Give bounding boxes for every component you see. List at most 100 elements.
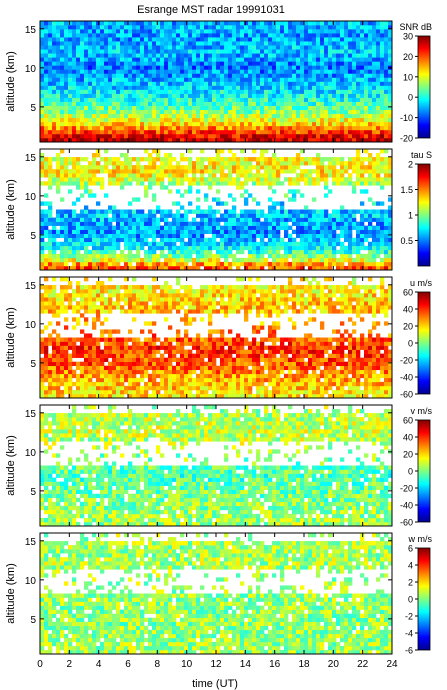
heatmap-cell [100, 209, 105, 214]
heatmap-cell [100, 101, 105, 106]
heatmap-cell [316, 65, 321, 70]
heatmap-cell [240, 89, 245, 94]
heatmap-cell [124, 237, 129, 243]
heatmap-cell [168, 61, 173, 66]
heatmap-cell [140, 53, 145, 58]
heatmap-cell [272, 41, 277, 46]
heatmap-cell [352, 117, 357, 123]
heatmap-cell [300, 49, 305, 54]
heatmap-cell [216, 249, 221, 255]
heatmap-cell [68, 81, 73, 86]
heatmap-cell [156, 117, 161, 123]
heatmap-cell [44, 173, 49, 178]
heatmap-cell [232, 257, 237, 263]
heatmap-cell [220, 73, 225, 78]
heatmap-cell [208, 257, 213, 263]
heatmap-cell [176, 77, 181, 82]
heatmap-cell [188, 181, 193, 186]
heatmap-cell [64, 217, 69, 222]
heatmap-cell [188, 201, 193, 206]
heatmap-cell [200, 113, 205, 119]
heatmap-cell [128, 85, 133, 90]
heatmap-cell [128, 129, 133, 135]
heatmap-cell [48, 173, 53, 178]
heatmap-cell [48, 237, 53, 243]
heatmap-cell [196, 29, 201, 34]
heatmap-cell [280, 217, 285, 222]
heatmap-cell [304, 253, 309, 259]
heatmap-cell [260, 33, 265, 38]
heatmap-cell [264, 105, 269, 111]
heatmap-cell [320, 225, 325, 230]
heatmap-cell [188, 237, 193, 243]
heatmap-cell [236, 57, 241, 62]
heatmap-cell [180, 221, 185, 226]
heatmap-cell [216, 161, 221, 166]
heatmap-cell [316, 61, 321, 66]
heatmap-cell [224, 129, 229, 135]
heatmap-cell [116, 53, 121, 58]
heatmap-cell [68, 221, 73, 226]
heatmap-cell [268, 213, 273, 218]
heatmap-cell [224, 241, 229, 247]
heatmap-cell [352, 213, 357, 218]
heatmap-cell [240, 57, 245, 62]
heatmap-cell [152, 77, 157, 82]
heatmap-cell [188, 93, 193, 98]
heatmap-cell [88, 353, 93, 358]
heatmap-cell [176, 129, 181, 135]
heatmap-cell [136, 221, 141, 226]
heatmap-cell [104, 73, 109, 78]
heatmap-cell [268, 93, 273, 98]
heatmap-cell [120, 101, 125, 106]
heatmap-cell [192, 89, 197, 94]
heatmap-cell [228, 173, 233, 178]
heatmap-cell [44, 157, 49, 162]
heatmap-cell [148, 117, 153, 123]
heatmap-cell [104, 41, 109, 46]
heatmap-cell [328, 161, 333, 166]
heatmap-cell [120, 49, 125, 54]
heatmap-cell [116, 213, 121, 218]
heatmap-cell [184, 221, 189, 226]
heatmap-cell [200, 257, 205, 263]
heatmap-cell [272, 97, 277, 102]
heatmap-cell [176, 225, 181, 230]
heatmap-cell [160, 181, 165, 186]
heatmap-cell [56, 253, 61, 259]
heatmap-cell [372, 25, 377, 30]
heatmap-cell [320, 161, 325, 166]
heatmap-cell [88, 193, 93, 198]
heatmap-cell [388, 129, 393, 135]
heatmap-cell [364, 73, 369, 78]
heatmap-cell [188, 41, 193, 46]
heatmap-cell [68, 113, 73, 119]
heatmap-cell [144, 105, 149, 111]
heatmap-cell [220, 37, 225, 42]
heatmap-cell [108, 77, 113, 82]
heatmap-cell [40, 41, 45, 46]
heatmap-cell [48, 21, 53, 26]
heatmap-cell [252, 41, 257, 46]
heatmap-cell [224, 161, 229, 166]
heatmap-cell [316, 29, 321, 34]
heatmap-cell [332, 65, 337, 70]
heatmap-cell [72, 137, 77, 143]
heatmap-cell [356, 133, 361, 139]
heatmap-cell [256, 165, 261, 170]
heatmap-cell [88, 229, 93, 234]
heatmap-cell [140, 217, 145, 222]
heatmap-cell [300, 253, 305, 259]
heatmap-cell [344, 29, 349, 34]
heatmap-cell [384, 45, 389, 50]
heatmap-cell [156, 105, 161, 111]
heatmap-cell [200, 253, 205, 259]
heatmap-cell [324, 245, 329, 251]
heatmap-cell [124, 29, 129, 34]
heatmap-cell [76, 133, 81, 139]
heatmap-cell [48, 65, 53, 70]
heatmap-cell [272, 181, 277, 186]
heatmap-cell [280, 57, 285, 62]
heatmap-cell [72, 381, 77, 387]
